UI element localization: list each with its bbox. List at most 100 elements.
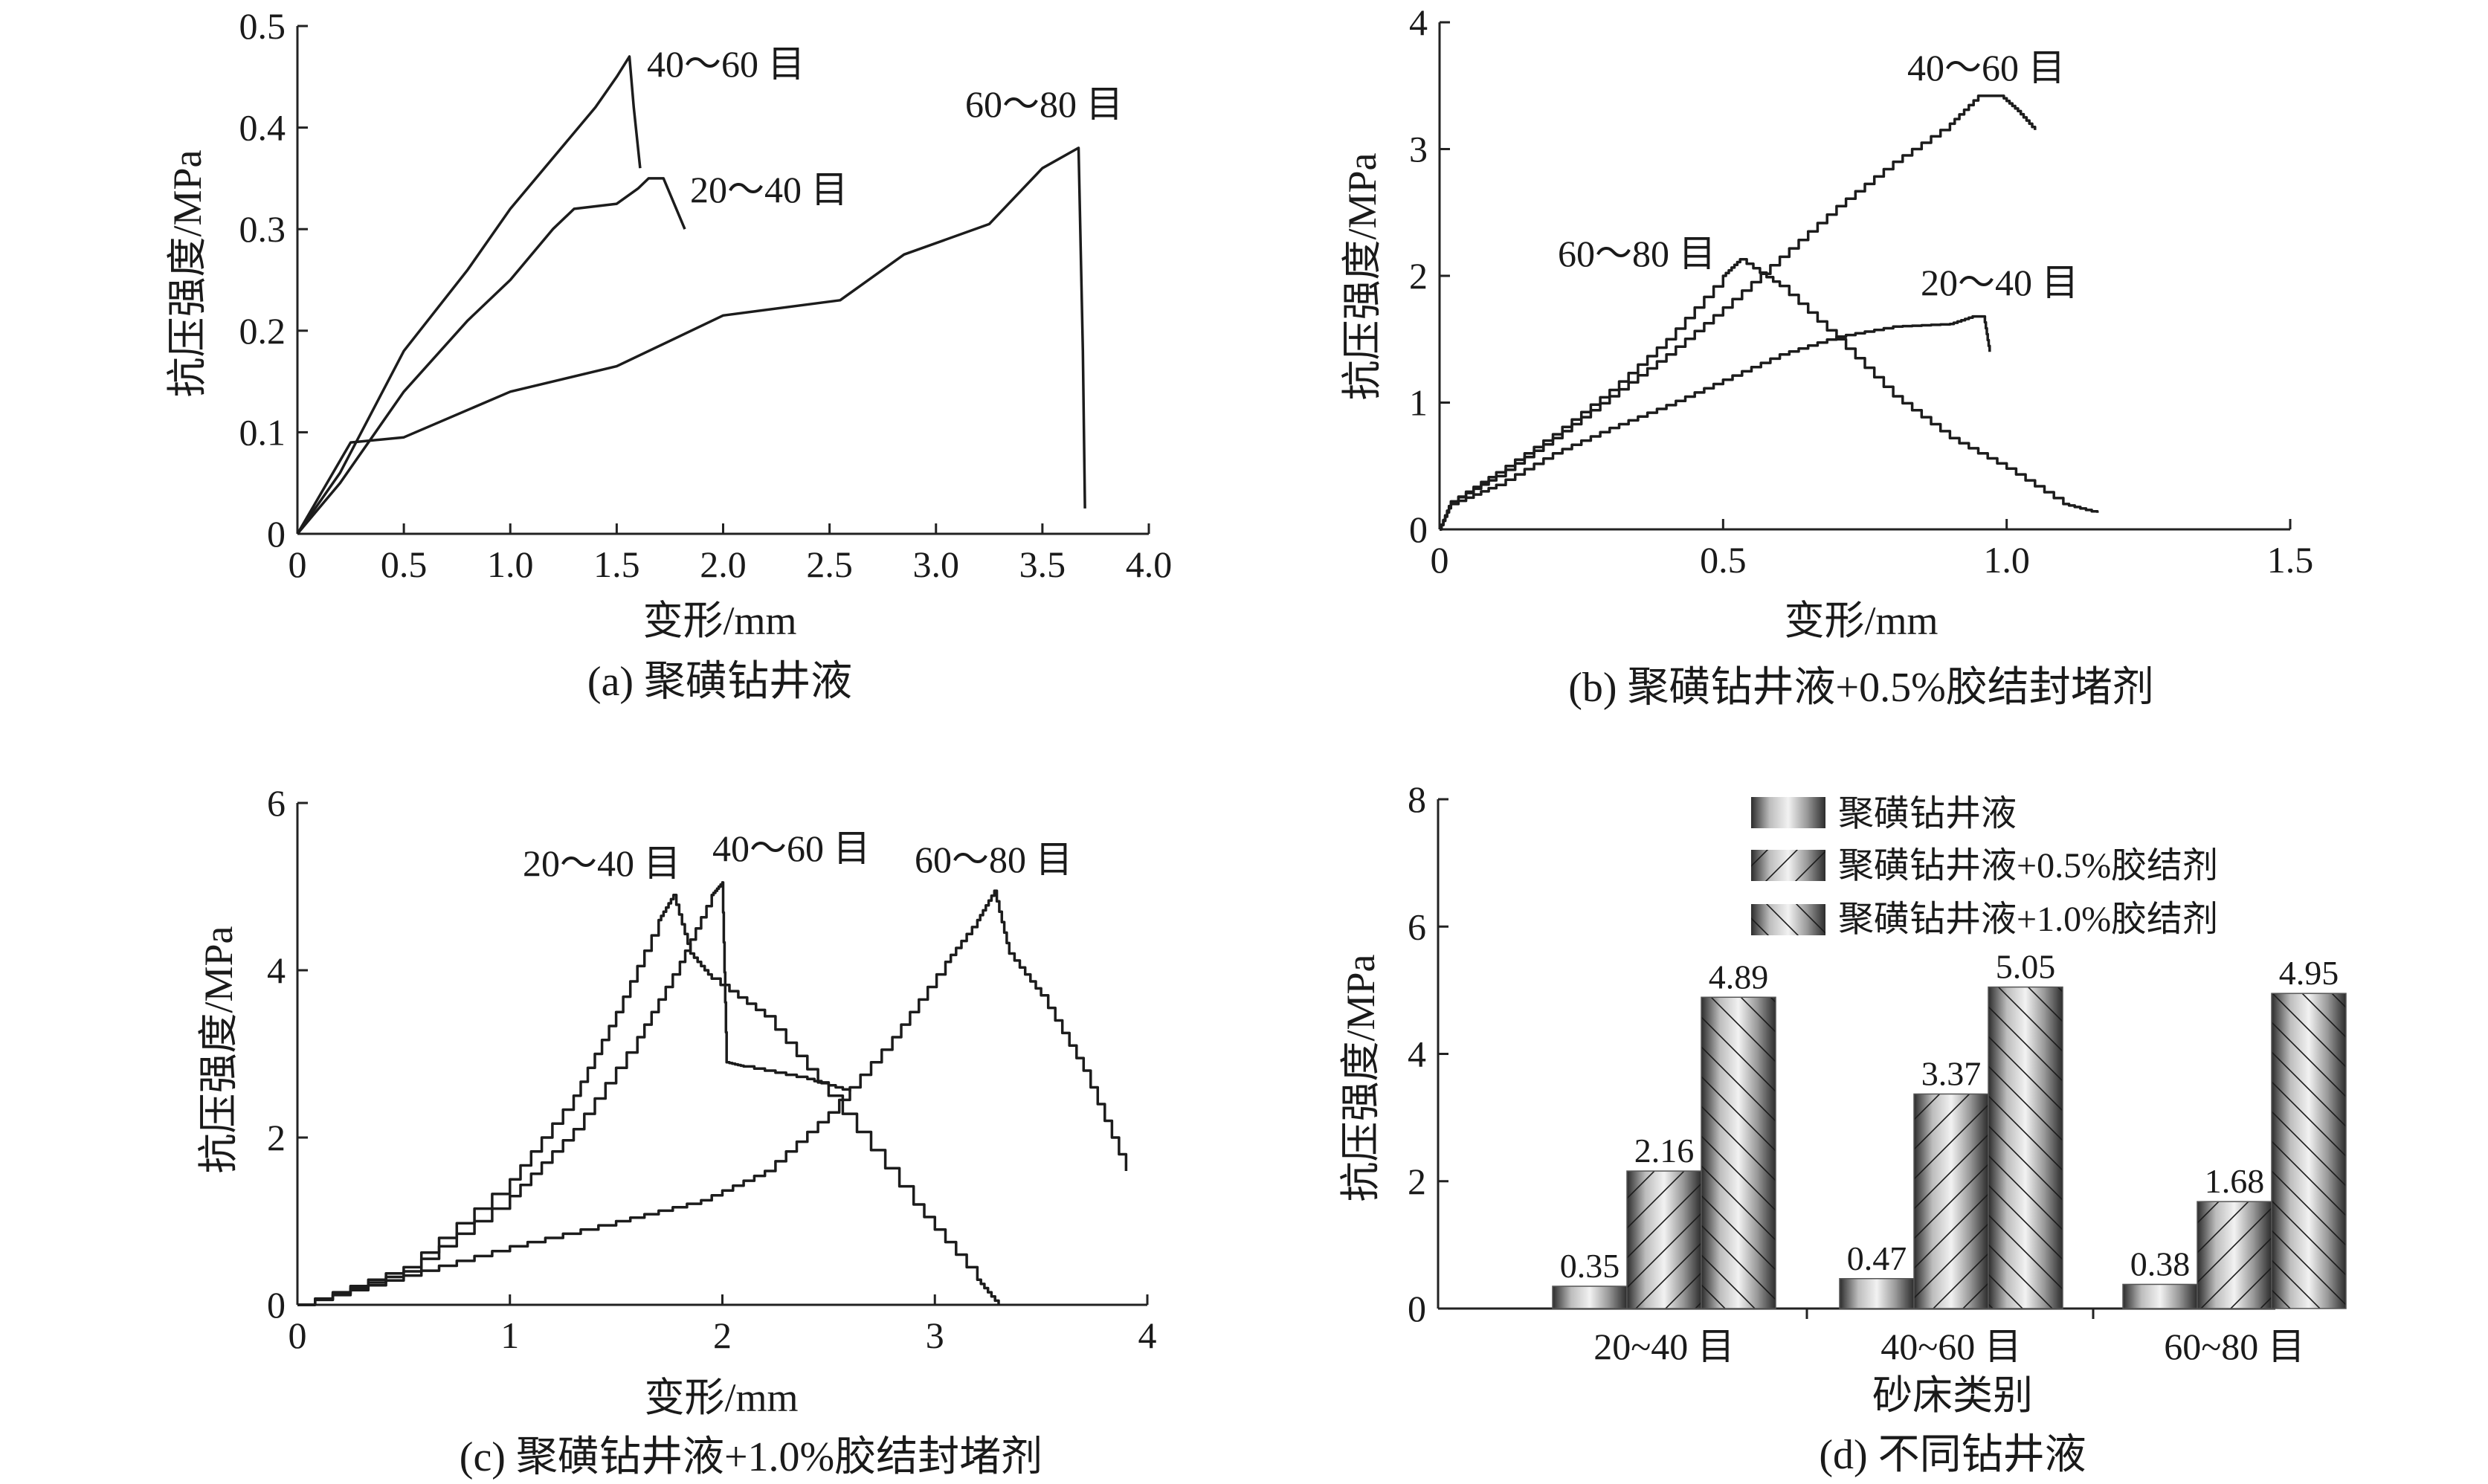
legend-label-1: 聚磺钻井液 xyxy=(1838,794,2017,833)
chart-c-xtick-label: 4 xyxy=(1138,1314,1157,1356)
legend-swatch-2-hatch xyxy=(1751,850,1825,881)
chart-a-ytick-label: 0.5 xyxy=(239,5,286,47)
bar-hatch-2-cat-1 xyxy=(1627,1171,1701,1309)
chart-c-series-line-2 xyxy=(297,881,851,1306)
chart-b-annotation-20-40: 20～40 目 xyxy=(1921,262,2079,303)
chart-b-ytick-label: 0 xyxy=(1409,509,1428,550)
chart-c-annotation-20-40: 20～40 目 xyxy=(523,842,681,884)
chart-c-ytick-label: 4 xyxy=(267,949,286,991)
legend-swatch-3-hatch xyxy=(1751,904,1825,935)
chart-b-ytick-label: 1 xyxy=(1409,382,1428,424)
chart-d-ytick-label: 8 xyxy=(1408,778,1426,820)
bar-outline xyxy=(2271,993,2347,1309)
bar-value-label: 3.37 xyxy=(1921,1054,1982,1092)
chart-a: 0 0.1 0.2 0.3 0.4 0.5 0 0.5 1.0 1.5 2.0 2.5 3.0 3.5 4.… xyxy=(165,5,1172,705)
chart-a-series-line-3 xyxy=(296,146,1086,535)
chart-b-xlabel: 变形/mm xyxy=(1784,599,1938,643)
bar-outline xyxy=(1988,986,2063,1309)
chart-a-xtick-label: 4.0 xyxy=(1126,543,1173,585)
legend-item-1: 聚磺钻井液 xyxy=(1751,794,2017,833)
chart-b-xtick-label: 1.0 xyxy=(1983,539,2030,581)
chart-d-ytick-label: 2 xyxy=(1408,1161,1426,1202)
chart-d-xtick-label: 60~80 目 xyxy=(2164,1326,2305,1367)
chart-a-xtick-label: 3.5 xyxy=(1019,543,1066,585)
bar-value-label: 4.95 xyxy=(2279,954,2339,992)
chart-a-ytick-label: 0.3 xyxy=(239,208,286,250)
bar-hatch-3-cat-1 xyxy=(1701,997,1776,1309)
chart-b-series-line-2 xyxy=(1440,258,2099,531)
chart-d-ytick-label: 6 xyxy=(1408,906,1426,947)
chart-c-axes: 0 2 4 6 0 1 2 3 4 xyxy=(267,782,1157,1356)
chart-c-series-line-1 xyxy=(297,894,1000,1306)
chart-c-ytick-label: 0 xyxy=(267,1284,286,1326)
chart-d-xtick-label: 40~60 目 xyxy=(1880,1326,2022,1367)
chart-b-series-line-1 xyxy=(1440,94,2037,531)
chart-d-legend: 聚磺钻井液 聚磺钻井液+0.5%胶结剂 聚磺钻井液+1.0%胶结剂 xyxy=(1751,794,2218,939)
chart-b-ylabel: 抗压强度/MPa xyxy=(1340,152,1385,400)
legend-swatch-1 xyxy=(1751,797,1825,828)
bar-hatch-3-cat-2 xyxy=(1988,987,2063,1309)
chart-a-xtick-label: 3.0 xyxy=(913,543,960,585)
chart-a-xtick-label: 1.0 xyxy=(487,543,534,585)
legend-item-3: 聚磺钻井液+1.0%胶结剂 xyxy=(1751,900,2218,939)
chart-c-ytick-label: 2 xyxy=(267,1117,286,1158)
chart-a-xtick-label: 1.5 xyxy=(593,543,640,585)
chart-d-ylabel: 抗压强度/MPa xyxy=(1338,954,1383,1201)
chart-a-xtick-label: 2.0 xyxy=(700,543,747,585)
bar-1-cat-1 xyxy=(1553,1286,1627,1309)
legend-label-2: 聚磺钻井液+0.5%胶结剂 xyxy=(1838,846,2218,885)
chart-c-series-line-3 xyxy=(297,889,1128,1306)
chart-b-axes: 0 1 2 3 4 0 0.5 1.0 1.5 xyxy=(1409,1,2313,581)
chart-c-series xyxy=(297,881,1128,1306)
bar-1-cat-3 xyxy=(2123,1284,2197,1309)
chart-a-annotation-40-60: 40～60 目 xyxy=(647,43,805,85)
chart-c-ytick-label: 6 xyxy=(267,782,286,824)
chart-b-annotation-60-80: 60～80 目 xyxy=(1558,233,1716,274)
chart-b-series xyxy=(1440,94,2099,531)
legend-item-2: 聚磺钻井液+0.5%胶结剂 xyxy=(1751,846,2218,885)
chart-c-xlabel: 变形/mm xyxy=(644,1375,798,1420)
chart-b-series-line-3 xyxy=(1440,314,1991,531)
chart-a-caption: (a) 聚磺钻井液 xyxy=(587,659,852,705)
chart-b-caption: (b) 聚磺钻井液+0.5%胶结封堵剂 xyxy=(1568,665,2154,711)
bar-value-label: 4.89 xyxy=(1709,958,1769,996)
chart-d-ytick-label: 4 xyxy=(1408,1033,1426,1075)
bar-value-label: 0.35 xyxy=(1560,1247,1620,1285)
chart-a-xtick-label: 0.5 xyxy=(381,543,428,585)
chart-d-xlabel: 砂床类别 xyxy=(1872,1373,2033,1418)
chart-c-ylabel: 抗压强度/MPa xyxy=(196,926,241,1173)
chart-a-series-line-1 xyxy=(296,55,642,535)
chart-a-xtick-label: 0 xyxy=(289,543,307,585)
bar-value-label: 0.47 xyxy=(1847,1239,1907,1277)
chart-a-xlabel: 变形/mm xyxy=(642,599,796,643)
chart-a-ytick-label: 0.4 xyxy=(239,107,286,149)
bar-value-label: 5.05 xyxy=(1996,948,2056,986)
chart-a-annotation-20-40: 20～40 目 xyxy=(690,169,848,210)
chart-d-ytick-label: 0 xyxy=(1408,1288,1426,1329)
chart-d-caption: (d) 不同钻井液 xyxy=(1819,1432,2086,1478)
chart-c-xtick-label: 0 xyxy=(289,1314,307,1356)
chart-b-ytick-label: 2 xyxy=(1409,255,1428,297)
chart-a-axes: 0 0.1 0.2 0.3 0.4 0.5 0 0.5 1.0 1.5 2.0 2.5 3.0 3.5 4.… xyxy=(239,5,1173,585)
chart-c-annotation-40-60: 40～60 目 xyxy=(712,828,871,869)
chart-b-xtick-label: 1.5 xyxy=(2267,539,2314,581)
chart-a-series xyxy=(296,55,1086,535)
chart-a-xtick-label: 2.5 xyxy=(806,543,853,585)
bar-value-label: 2.16 xyxy=(1634,1132,1695,1170)
bar-value-label: 0.38 xyxy=(2130,1245,2191,1283)
chart-b-xtick-label: 0 xyxy=(1431,539,1449,581)
chart-c-caption: (c) 聚磺钻井液+1.0%胶结封堵剂 xyxy=(460,1434,1042,1480)
legend-label-3: 聚磺钻井液+1.0%胶结剂 xyxy=(1838,900,2218,939)
chart-b-ytick-label: 3 xyxy=(1409,129,1428,170)
bar-hatch-2-cat-3 xyxy=(2197,1201,2272,1309)
chart-d-xtick-label: 20~40 目 xyxy=(1593,1326,1735,1367)
bar-1-cat-2 xyxy=(1840,1278,1914,1309)
chart-d-bars: 0.35 2.16 4.89 0.47 3.37 5.05 0.38 1.68 4.95 xyxy=(1552,948,2347,1309)
bar-hatch-2-cat-2 xyxy=(1914,1094,1988,1309)
chart-b-annotation-40-60: 40～60 目 xyxy=(1907,47,2066,88)
chart-c-xtick-label: 3 xyxy=(926,1314,944,1356)
chart-a-annotation-60-80: 60～80 目 xyxy=(965,83,1124,125)
chart-a-ylabel: 抗压强度/MPa xyxy=(165,149,210,397)
